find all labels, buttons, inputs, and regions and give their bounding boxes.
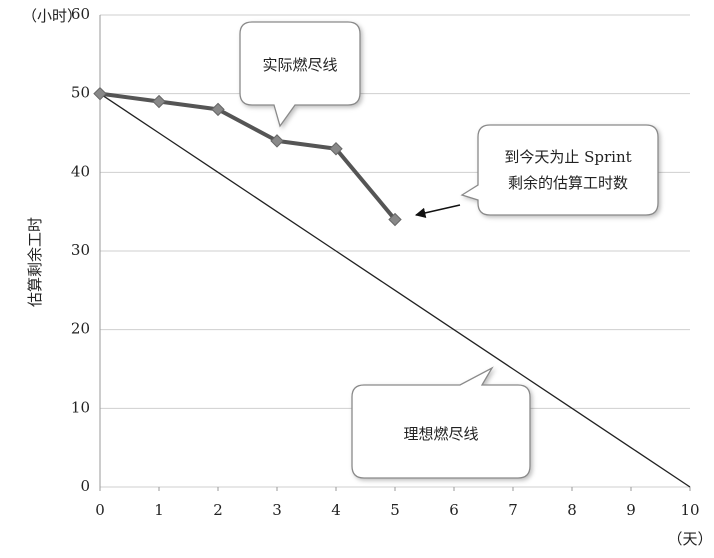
arrow: [414, 204, 461, 219]
callout: [351, 366, 531, 479]
annotation: 理想燃尽线: [403, 425, 478, 443]
x-tick-label: 5: [390, 501, 400, 519]
annotation: 实际燃尽线: [262, 56, 337, 74]
y-axis-label: 估算剩余工时: [26, 217, 44, 307]
x-tick-label: 10: [680, 501, 699, 519]
x-tick-label: 8: [567, 501, 577, 519]
x-tick-label: 0: [95, 501, 105, 519]
point: [93, 86, 107, 101]
y-tick-label: 30: [71, 241, 90, 259]
point: [152, 94, 166, 109]
series-line: [99, 93, 691, 488]
point: [388, 212, 402, 227]
x-tick-label: 9: [626, 501, 636, 519]
x-tick-label: 1: [154, 501, 164, 519]
point: [329, 142, 343, 156]
x-unit: （天）: [667, 530, 712, 548]
y-tick-label: 10: [71, 398, 90, 416]
callout: [239, 21, 361, 128]
y-tick-label: 50: [71, 84, 90, 102]
series-line: [99, 91, 397, 221]
annotation: 剩余的估算工时数: [508, 174, 628, 192]
callout: [460, 124, 659, 216]
y-tick-label: 0: [80, 477, 90, 495]
lines: [93, 86, 691, 488]
point: [211, 102, 225, 117]
x-tick-label: 3: [272, 501, 282, 519]
x-tick-label: 2: [213, 501, 223, 519]
annotation: 到今天为止 Sprint: [504, 148, 631, 166]
grid: [99, 14, 691, 491]
y-unit: （小时）: [22, 7, 82, 25]
x-tick-label: 7: [508, 501, 518, 519]
x-tick-label: 4: [331, 501, 341, 519]
y-tick-label: 20: [71, 320, 90, 338]
y-tick-label: 40: [71, 162, 90, 180]
x-tick-label: 6: [449, 501, 459, 519]
y-tick-label: 60: [71, 5, 90, 23]
point: [270, 134, 284, 148]
